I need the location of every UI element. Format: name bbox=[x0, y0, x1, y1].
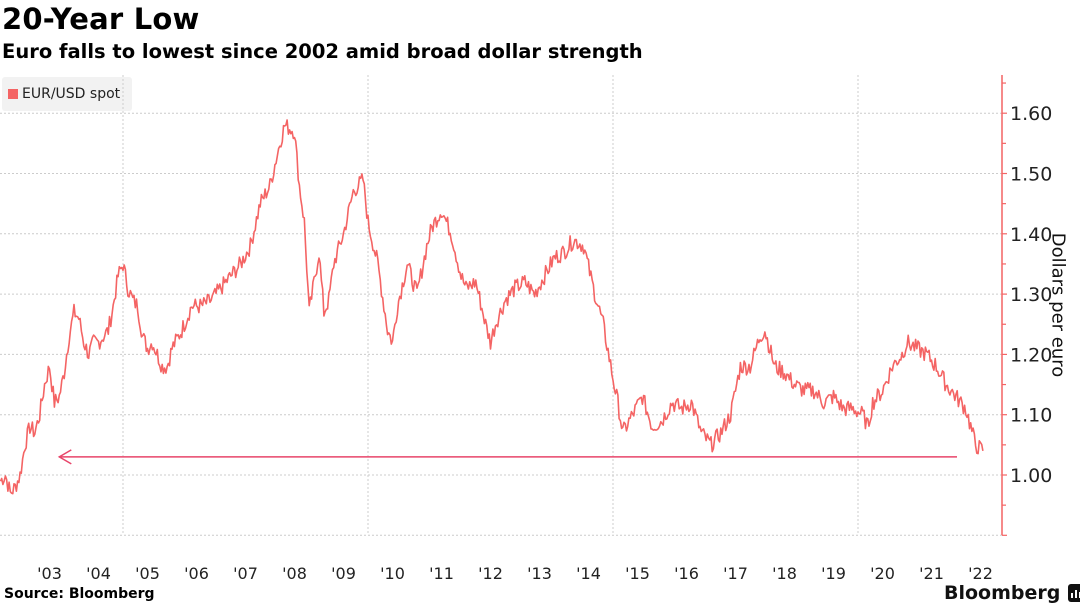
legend: EUR/USD spot bbox=[2, 77, 133, 111]
x-tick-label: '14 bbox=[576, 564, 601, 583]
bloomberg-chart-icon bbox=[1068, 584, 1080, 602]
brand-name: Bloomberg bbox=[944, 582, 1061, 604]
grid bbox=[0, 75, 1002, 536]
chart-title: 20-Year Low bbox=[2, 2, 200, 36]
y-tick-label: 1.00 bbox=[1010, 465, 1052, 487]
x-tick-label: '15 bbox=[625, 564, 650, 583]
x-tick-label: '04 bbox=[86, 564, 111, 583]
y-tick-label: 1.40 bbox=[1010, 224, 1052, 246]
y-tick-label: 1.20 bbox=[1010, 344, 1052, 366]
x-tick-label: '13 bbox=[527, 564, 552, 583]
x-tick-label: '12 bbox=[478, 564, 503, 583]
x-tick-label: '17 bbox=[723, 564, 748, 583]
y-tick-label: 1.60 bbox=[1010, 103, 1052, 125]
x-tick-label: '07 bbox=[233, 564, 258, 583]
source-note: Source: Bloomberg bbox=[4, 586, 155, 602]
y-tick-label: 1.30 bbox=[1010, 284, 1052, 306]
x-tick-label: '09 bbox=[331, 564, 356, 583]
x-tick-label: '06 bbox=[184, 564, 209, 583]
series-layer bbox=[0, 119, 984, 495]
x-tick-label: '08 bbox=[282, 564, 307, 583]
annotation-arrow-head bbox=[57, 449, 72, 465]
x-axis: '03 '04 '05 '06 '07 '08 '09 '10 '11 '12 '13 '14 '15 '… bbox=[37, 564, 993, 583]
x-tick-label: '22 bbox=[968, 564, 993, 583]
y-axis-label: Dollars per euro bbox=[1047, 232, 1069, 378]
x-tick-label: '10 bbox=[380, 564, 405, 583]
y-tick-label: 1.10 bbox=[1010, 405, 1052, 427]
brand-logo: Bloomberg bbox=[944, 582, 1080, 604]
legend-swatch bbox=[8, 89, 18, 99]
x-tick-label: '21 bbox=[919, 564, 944, 583]
x-tick-label: '19 bbox=[821, 564, 846, 583]
x-tick-label: '18 bbox=[772, 564, 797, 583]
legend-label: EUR/USD spot bbox=[22, 86, 121, 102]
x-tick-label: '20 bbox=[870, 564, 895, 583]
x-tick-label: '05 bbox=[135, 564, 160, 583]
y-tick-label: 1.50 bbox=[1010, 164, 1052, 186]
series-line-eurusd bbox=[0, 119, 984, 495]
annotation-layer bbox=[57, 449, 957, 465]
x-tick-label: '11 bbox=[429, 564, 454, 583]
y-axis: 1.00 1.10 1.20 1.30 1.40 1.50 1.60 bbox=[1001, 75, 1052, 536]
chart-subtitle: Euro falls to lowest since 2002 amid bro… bbox=[2, 40, 643, 63]
x-tick-label: '16 bbox=[674, 564, 699, 583]
x-tick-label: '03 bbox=[37, 564, 62, 583]
